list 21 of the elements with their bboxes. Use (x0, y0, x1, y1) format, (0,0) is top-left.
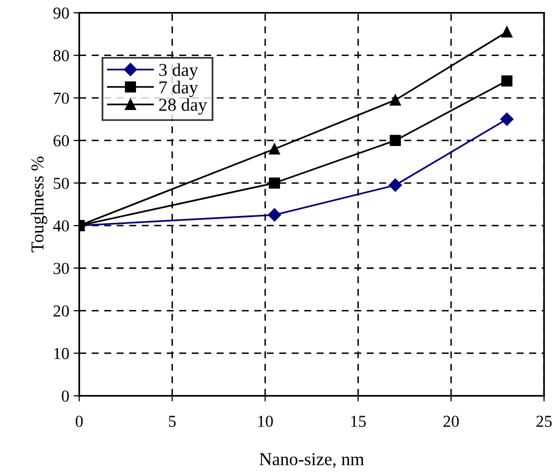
x-tick-label: 15 (351, 416, 366, 427)
y-tick-label: 10 (54, 348, 69, 360)
legend-label: 3 day (159, 63, 198, 80)
x-tick-label: 10 (258, 416, 273, 427)
y-tick-label: 60 (54, 135, 69, 146)
x-tick-label: 5 (169, 416, 176, 427)
x-tick-label: 0 (76, 416, 83, 427)
y-tick-label: 0 (62, 390, 69, 402)
y-tick-label: 50 (54, 178, 69, 189)
x-axis-title: Nano-size, nm (260, 453, 364, 468)
y-tick-label: 80 (53, 50, 69, 62)
x-tick-label: 20 (443, 416, 459, 427)
y-tick-label: 70 (54, 92, 69, 104)
y-tick-label: 40 (53, 220, 69, 232)
y-axis-title: Toughness % (30, 156, 48, 252)
legend-label: 28 day (159, 98, 208, 115)
y-tick-label: 30 (54, 262, 69, 274)
y-tick-label: 20 (54, 305, 69, 317)
legend-label: 7 day (160, 80, 198, 98)
x-tick-label: 25 (536, 416, 552, 427)
y-tick-label: 90 (53, 7, 69, 19)
